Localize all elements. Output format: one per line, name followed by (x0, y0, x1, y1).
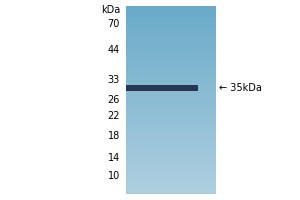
Text: 22: 22 (107, 111, 120, 121)
Text: 26: 26 (108, 95, 120, 105)
Bar (126, 85, 198, 91)
Text: 44: 44 (108, 45, 120, 55)
Text: 14: 14 (108, 153, 120, 163)
Text: 33: 33 (108, 75, 120, 85)
Text: 70: 70 (108, 19, 120, 29)
Text: ← 35kDa: ← 35kDa (219, 83, 262, 93)
Text: 18: 18 (108, 131, 120, 141)
Text: 10: 10 (108, 171, 120, 181)
Text: kDa: kDa (101, 5, 120, 15)
